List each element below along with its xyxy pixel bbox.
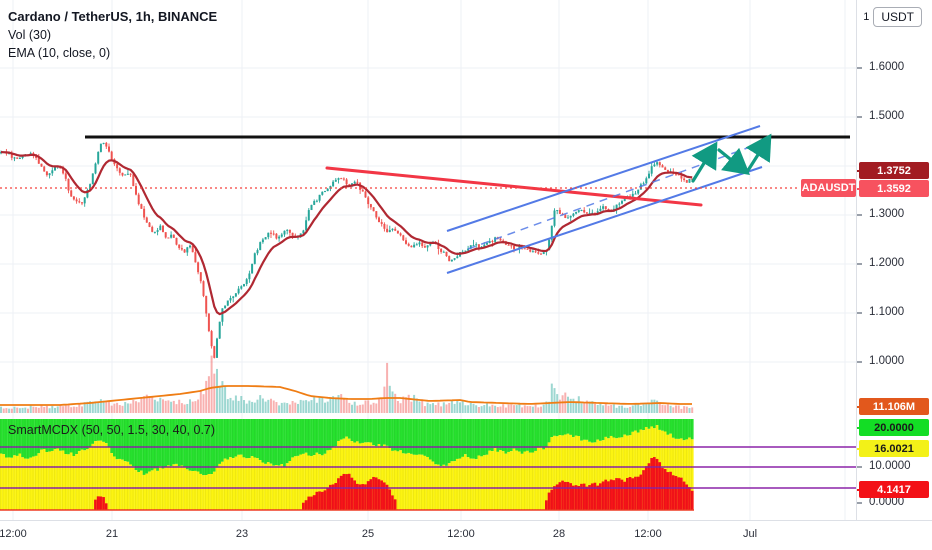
price-axis-label: 1.2000 (869, 257, 905, 269)
price-axis-unit-row: 1 USDT (863, 7, 922, 27)
axis-tick (857, 502, 862, 504)
time-axis-label: 23 (235, 528, 249, 540)
price-axis-badge: 4.1417 (859, 481, 929, 498)
price-axis-badge: 1.3752 (859, 162, 929, 179)
price-axis-badge: 11.106M (859, 398, 929, 415)
price-chart-canvas[interactable] (0, 0, 856, 520)
price-axis-label: 1.5000 (869, 110, 905, 122)
time-axis-label: Jul (742, 528, 758, 540)
axis-tick (857, 214, 862, 216)
time-axis[interactable]: 12:00 21 23 25 12:00 28 12:00 Jul (0, 520, 932, 550)
axis-tick (857, 170, 862, 172)
price-axis-badge: 16.0021 (859, 440, 929, 457)
price-axis-label: 1.0000 (869, 355, 905, 367)
axis-tick (857, 489, 862, 491)
axis-tick (857, 406, 862, 408)
axis-tick (857, 312, 862, 314)
time-axis-label: 12:00 (447, 528, 475, 540)
axis-tick (857, 263, 862, 265)
axis-tick (857, 427, 862, 429)
price-axis-label: 1.1000 (869, 306, 905, 318)
price-axis-label: 1.3000 (869, 208, 905, 220)
axis-tick (857, 67, 862, 69)
time-axis-label: 12:00 (634, 528, 662, 540)
symbol-price-badge: ADAUSDT (801, 179, 856, 197)
unit-currency-button[interactable]: USDT (873, 7, 922, 27)
price-axis-badge: 20.0000 (859, 419, 929, 436)
price-axis-label: 0.0000 (869, 496, 905, 508)
unit-value-label: 1 (863, 11, 870, 23)
price-axis-label: 1.6000 (869, 61, 905, 73)
axis-tick (857, 116, 862, 118)
time-axis-label: 12:00 (0, 528, 27, 540)
axis-tick (857, 188, 862, 190)
axis-tick (857, 466, 862, 468)
axis-tick (857, 448, 862, 450)
axis-tick (857, 361, 862, 363)
price-axis-label: 10.0000 (869, 460, 911, 472)
time-axis-label: 28 (552, 528, 566, 540)
price-axis[interactable]: 1 USDT 1.6000 1.5000 1.3000 1.2000 1.1000 1.0… (856, 0, 932, 520)
time-axis-label: 25 (361, 528, 375, 540)
time-axis-label: 21 (105, 528, 119, 540)
price-axis-badge: 1.3592 (859, 180, 929, 197)
